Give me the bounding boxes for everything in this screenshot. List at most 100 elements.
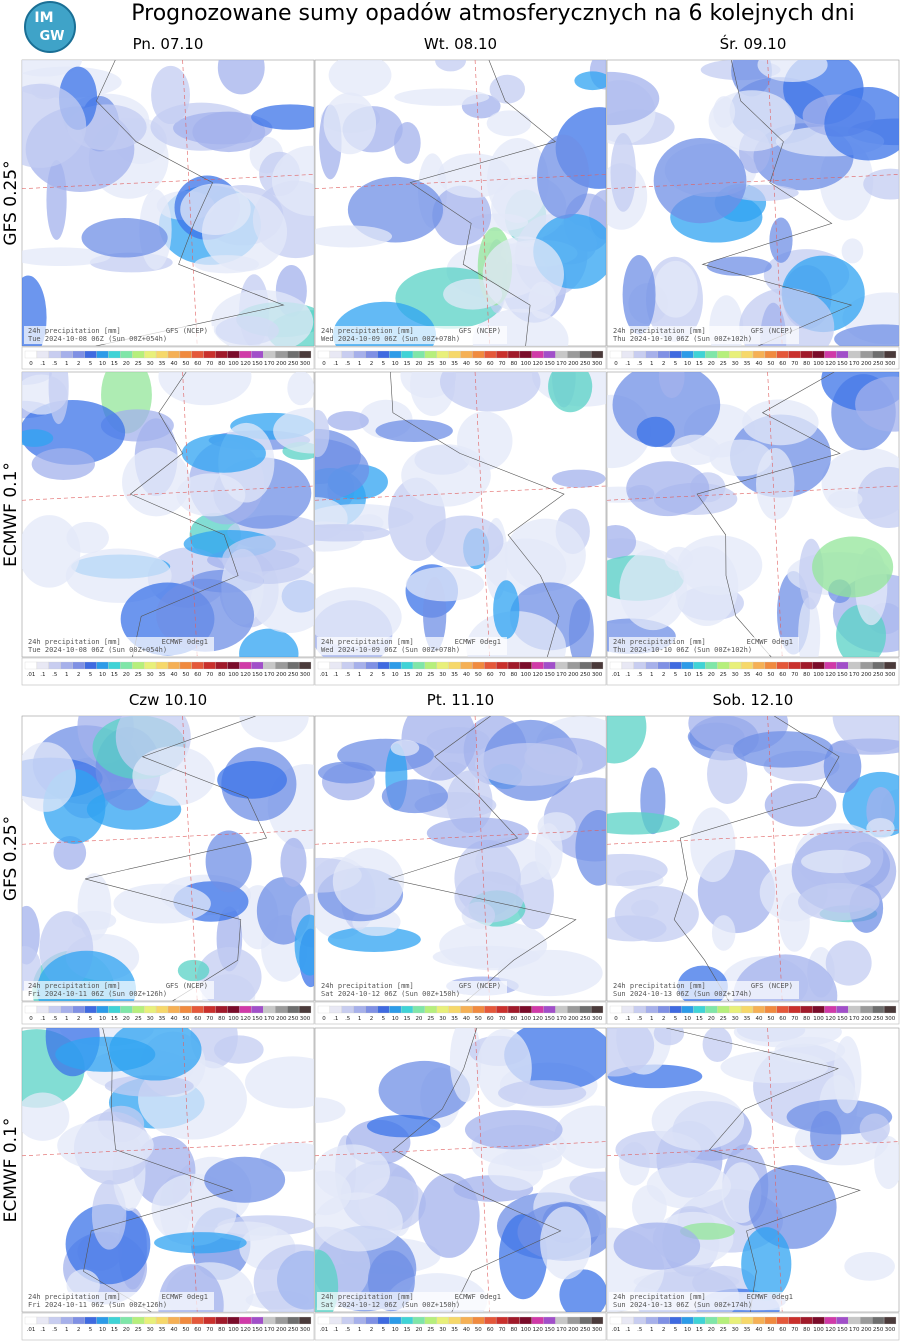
scale-label: .5 xyxy=(637,1327,643,1333)
scale-swatch xyxy=(96,1316,109,1325)
day-label: Czw 10.10 xyxy=(129,691,207,709)
scale-label: 25 xyxy=(427,1327,434,1333)
precip-area xyxy=(706,256,772,276)
scale-swatch xyxy=(84,1005,97,1014)
scale-label: 30 xyxy=(732,672,739,678)
scale-label: 25 xyxy=(135,361,142,367)
scale-swatch xyxy=(239,1005,252,1014)
precip-area xyxy=(81,218,168,258)
precip-area xyxy=(109,1028,202,1081)
scale-label: 20 xyxy=(708,1016,715,1022)
scale-swatch xyxy=(400,350,414,359)
scale-swatch xyxy=(729,350,742,359)
scale-swatch xyxy=(155,350,169,359)
caption-box xyxy=(24,326,214,344)
scale-label: 30 xyxy=(439,361,446,367)
scale-label: 15 xyxy=(404,1327,411,1333)
scale-swatch xyxy=(507,1005,521,1014)
valid-time: Wed 2024-10-09 06Z (Sun 00Z+078h) xyxy=(321,335,460,343)
scale-label: 120 xyxy=(240,361,251,367)
scale-label: 1 xyxy=(358,1016,362,1022)
scale-swatch xyxy=(72,1005,85,1014)
grid-line xyxy=(474,716,490,1001)
grid-line xyxy=(182,372,198,657)
scale-swatch xyxy=(424,1316,437,1325)
scale-swatch xyxy=(108,1005,121,1014)
scale-swatch xyxy=(72,350,85,359)
scale-swatch xyxy=(800,661,813,670)
scale-swatch xyxy=(472,1316,485,1325)
scale-label: 120 xyxy=(532,672,543,678)
scale-swatch xyxy=(776,1005,789,1014)
scale-label: 80 xyxy=(218,361,225,367)
scale-swatch xyxy=(36,350,49,359)
scale-swatch xyxy=(48,1005,61,1014)
precip-area xyxy=(181,433,266,473)
scale-label: 80 xyxy=(803,672,810,678)
grid-line xyxy=(182,60,198,346)
caption: 24h precipitation [mm] xyxy=(321,982,414,990)
caption: 24h precipitation [mm] xyxy=(321,327,414,335)
caption-box xyxy=(609,326,799,344)
precip-area xyxy=(607,716,647,764)
scale-swatch xyxy=(144,350,157,359)
scale-swatch xyxy=(752,350,766,359)
precip-area xyxy=(381,779,448,814)
precip-area xyxy=(474,742,583,786)
scale-swatch xyxy=(543,1005,556,1014)
scale-label: 15 xyxy=(111,672,118,678)
precip-area xyxy=(575,809,606,886)
scale-swatch xyxy=(329,1316,342,1325)
scale-swatch xyxy=(377,350,390,359)
scale-swatch xyxy=(120,350,133,359)
scale-label: 20 xyxy=(415,1327,422,1333)
scale-label: 2 xyxy=(77,361,81,367)
scale-swatch xyxy=(24,661,38,670)
scale-label: 170 xyxy=(264,672,275,678)
scale-label: 25 xyxy=(427,361,434,367)
precip-area xyxy=(614,886,699,943)
scale-label: .1 xyxy=(625,361,630,367)
precip-area xyxy=(217,60,265,95)
scale-label: 300 xyxy=(300,361,311,367)
border-line xyxy=(696,372,841,657)
model-label: GFS 0.25° xyxy=(1,160,21,245)
precip-area xyxy=(156,578,255,652)
scale-label: 100 xyxy=(521,1016,532,1022)
scale-label: 50 xyxy=(475,1016,482,1022)
scale-label: 170 xyxy=(849,1327,860,1333)
scale-swatch xyxy=(436,1316,449,1325)
precip-area xyxy=(646,1162,732,1209)
scale-swatch xyxy=(579,1005,592,1014)
scale-swatch xyxy=(287,350,300,359)
scale-swatch xyxy=(693,661,706,670)
scale-label: .5 xyxy=(52,1016,58,1022)
scale-swatch xyxy=(353,350,366,359)
precip-area xyxy=(323,92,377,155)
scale-label: 35 xyxy=(159,361,166,367)
scale-label: 70 xyxy=(791,1016,798,1022)
scale-swatch xyxy=(329,1005,342,1014)
logo: IM GW xyxy=(24,1,76,53)
scale-label: 70 xyxy=(206,361,213,367)
scale-swatch xyxy=(555,1005,568,1014)
precip-area xyxy=(863,168,899,200)
scale-label: 10 xyxy=(684,672,691,678)
scale-swatch xyxy=(812,350,825,359)
scale-swatch xyxy=(519,1005,532,1014)
precip-area xyxy=(132,746,216,806)
scale-swatch xyxy=(353,661,366,670)
scale-label: 100 xyxy=(813,361,824,367)
scale-label: 250 xyxy=(873,672,884,678)
grid-line xyxy=(767,716,783,1001)
precip-area xyxy=(432,185,492,246)
scale-swatch xyxy=(365,661,378,670)
scale-label: .5 xyxy=(345,672,351,678)
scale-label: 70 xyxy=(791,672,798,678)
scale-label: 60 xyxy=(194,672,201,678)
scale-swatch xyxy=(317,1316,331,1325)
scale-swatch xyxy=(484,1005,497,1014)
scale-swatch xyxy=(860,1316,873,1325)
scale-label: 40 xyxy=(170,1327,177,1333)
scale-label: 50 xyxy=(475,361,482,367)
